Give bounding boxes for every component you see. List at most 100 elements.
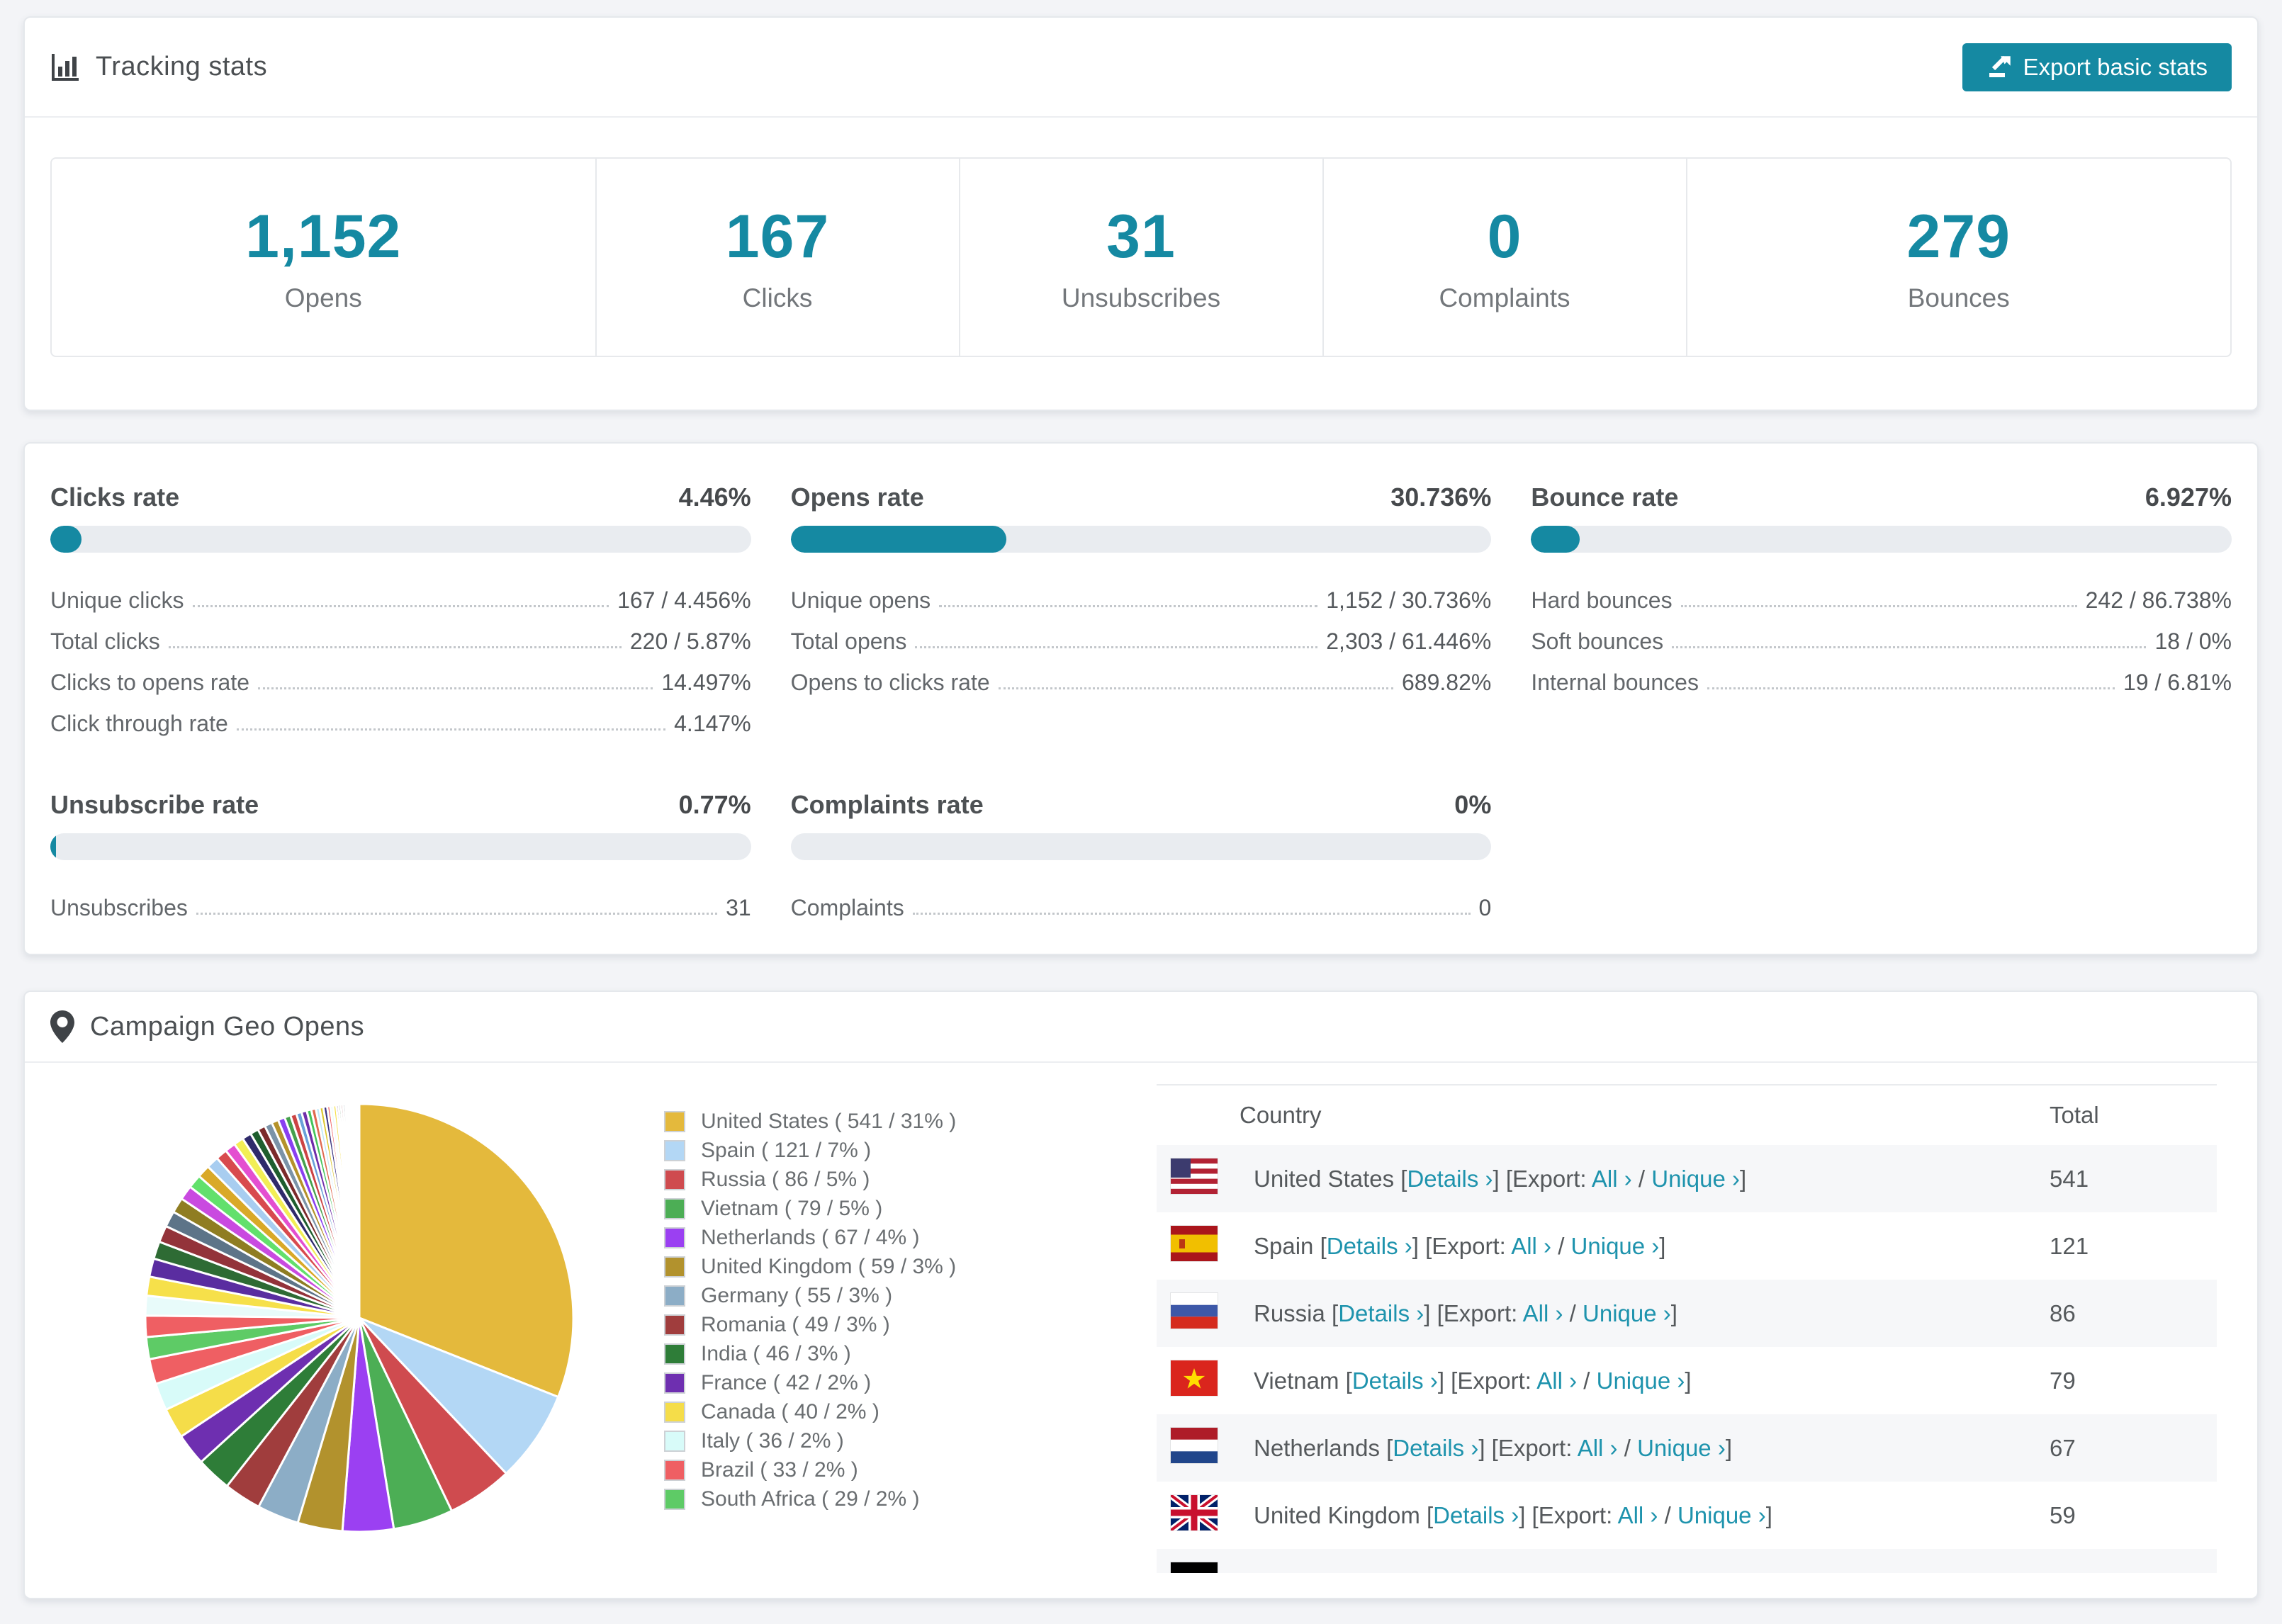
export-all-link-spain[interactable]: All › [1511, 1232, 1552, 1259]
metric-value: 0 [1478, 895, 1492, 920]
metric-row-unsubscribes: Unsubscribes 31 [50, 880, 751, 921]
rate-head-unsubscribe-rate: Unsubscribe rate 0.77% [50, 777, 751, 833]
slash: / [1551, 1232, 1571, 1259]
flag-cell [1157, 1414, 1254, 1482]
legend-label: France ( 42 / 2% ) [701, 1370, 872, 1394]
rate-value: 4.46% [678, 483, 751, 512]
progress-fill [50, 833, 56, 860]
export-unique-link-russia[interactable]: Unique › [1583, 1299, 1671, 1326]
legend-label: Romania ( 49 / 3% ) [701, 1312, 890, 1336]
bracket: [ [1320, 1232, 1327, 1259]
export-unique-link-spain[interactable]: Unique › [1570, 1232, 1660, 1259]
metric-row-total-clicks: Total clicks 220 / 5.87% [50, 614, 751, 655]
metric-row-internal-bounces: Internal bounces 19 / 6.81% [1531, 655, 2232, 696]
metric-label: Total clicks [50, 628, 160, 654]
geo-table-row-united-states: United States [Details ›] [Export: All ›… [1157, 1145, 2217, 1212]
metric-value: 689.82% [1402, 670, 1492, 695]
stat-box-bounces: 279 Bounces [1685, 159, 2231, 356]
stat-label-unsubscribes: Unsubscribes [1061, 283, 1221, 312]
details-link-united-kingdom[interactable]: Details › [1433, 1501, 1519, 1528]
export-all-link-netherlands[interactable]: All › [1577, 1434, 1618, 1461]
rate-value: 6.927% [2145, 483, 2232, 512]
details-link-russia[interactable]: Details › [1338, 1299, 1424, 1326]
metric-label: Click through rate [50, 711, 228, 736]
country-name: Netherlands [1254, 1434, 1387, 1461]
slash: / [1577, 1367, 1597, 1394]
progress-bar-unsubscribe-rate [50, 833, 751, 860]
flag-cell [1157, 1145, 1254, 1212]
metric-row-total-opens: Total opens 2,303 / 61.446% [791, 614, 1492, 655]
export-unique-link-united-states[interactable]: Unique › [1651, 1165, 1740, 1192]
country-name: United Kingdom [1254, 1501, 1427, 1528]
bracket: ] [1685, 1367, 1692, 1394]
export-all-link-russia[interactable]: All › [1522, 1299, 1563, 1326]
rate-value: 0% [1454, 790, 1492, 819]
dotted-leader [939, 605, 1318, 607]
export-all-link-vietnam[interactable]: All › [1536, 1367, 1578, 1394]
bracket: [ [1400, 1165, 1407, 1192]
stat-label-bounces: Bounces [1907, 283, 2010, 312]
metric-row-click-through-rate: Click through rate 4.147% [50, 696, 751, 737]
details-link-netherlands[interactable]: Details › [1393, 1434, 1479, 1461]
metric-value: 2,303 / 61.446% [1326, 628, 1492, 654]
flag-cell [1157, 1347, 1254, 1414]
rate-value: 0.77% [678, 790, 751, 819]
legend-item-canada: Canada ( 40 / 2% ) [664, 1397, 956, 1426]
export-all-link-united-kingdom[interactable]: All › [1617, 1501, 1658, 1528]
flag-cell [1157, 1212, 1254, 1280]
total-cell: 86 [2050, 1280, 2217, 1347]
metric-value: 1,152 / 30.736% [1326, 587, 1492, 613]
metric-label: Clicks to opens rate [50, 670, 250, 695]
export-unique-link-united-kingdom[interactable]: Unique › [1677, 1501, 1766, 1528]
map-pin-icon [50, 1010, 74, 1043]
details-link-vietnam[interactable]: Details › [1351, 1367, 1438, 1394]
bar-chart-icon [50, 52, 80, 82]
export-basic-stats-button[interactable]: Export basic stats [1962, 43, 2232, 91]
metric-value: 31 [726, 895, 751, 920]
bracket: ] [1659, 1232, 1666, 1259]
legend-item-germany: Germany ( 55 / 3% ) [664, 1281, 956, 1310]
dotted-leader [196, 913, 718, 915]
country-name: Vietnam [1254, 1367, 1346, 1394]
rate-title: Clicks rate [50, 483, 180, 512]
rate-block-unsubscribe-rate: Unsubscribe rate 0.77% Unsubscribes 31 [50, 777, 751, 921]
dotted-leader [998, 687, 1393, 689]
bracket: ] [1739, 1165, 1747, 1192]
stat-box-opens: 1,152 Opens [52, 159, 595, 356]
legend-swatch [664, 1314, 685, 1336]
dotted-leader [1707, 687, 2115, 689]
legend-label: Canada ( 40 / 2% ) [701, 1399, 879, 1423]
rate-title: Unsubscribe rate [50, 790, 259, 819]
legend-swatch [664, 1459, 685, 1481]
stat-value-unsubscribes: 31 [1106, 202, 1176, 271]
country-name: United States [1254, 1165, 1401, 1192]
rate-title: Complaints rate [790, 790, 984, 819]
total-cell: 121 [2050, 1232, 2089, 1259]
export-unique-link-vietnam[interactable]: Unique › [1596, 1367, 1685, 1394]
details-link-germany[interactable]: Details › [1363, 1569, 1449, 1574]
legend-item-spain: Spain ( 121 / 7% ) [664, 1136, 956, 1165]
dotted-leader [192, 605, 609, 607]
details-link-united-states[interactable]: Details › [1407, 1165, 1493, 1192]
legend-item-united-kingdom: United Kingdom ( 59 / 3% ) [664, 1252, 956, 1281]
dotted-leader [1680, 605, 2077, 607]
metric-row-opens-to-clicks-rate: Opens to clicks rate 689.82% [791, 655, 1492, 696]
export-all-link-germany[interactable]: All › [1547, 1569, 1587, 1574]
export-unique-link-netherlands[interactable]: Unique › [1637, 1434, 1726, 1461]
legend-label: Netherlands ( 67 / 4% ) [701, 1225, 920, 1249]
bracket: ] [1696, 1569, 1702, 1574]
rate-title: Bounce rate [1531, 483, 1679, 512]
export-unique-link-germany[interactable]: Unique › [1607, 1569, 1696, 1574]
dotted-leader [915, 646, 1318, 648]
export-all-link-united-states[interactable]: All › [1591, 1165, 1632, 1192]
metric-label: Soft bounces [1531, 628, 1664, 654]
flag-cell [1157, 1280, 1254, 1347]
legend-label: Vietnam ( 79 / 5% ) [701, 1196, 883, 1220]
metric-value: 18 / 0% [2154, 628, 2232, 654]
stat-label-clicks: Clicks [742, 283, 813, 312]
country-cell: Netherlands [Details ›] [Export: All › /… [1254, 1414, 2050, 1482]
legend-item-brazil: Brazil ( 33 / 2% ) [664, 1455, 956, 1484]
details-link-spain[interactable]: Details › [1326, 1232, 1412, 1259]
legend-swatch [664, 1343, 685, 1365]
